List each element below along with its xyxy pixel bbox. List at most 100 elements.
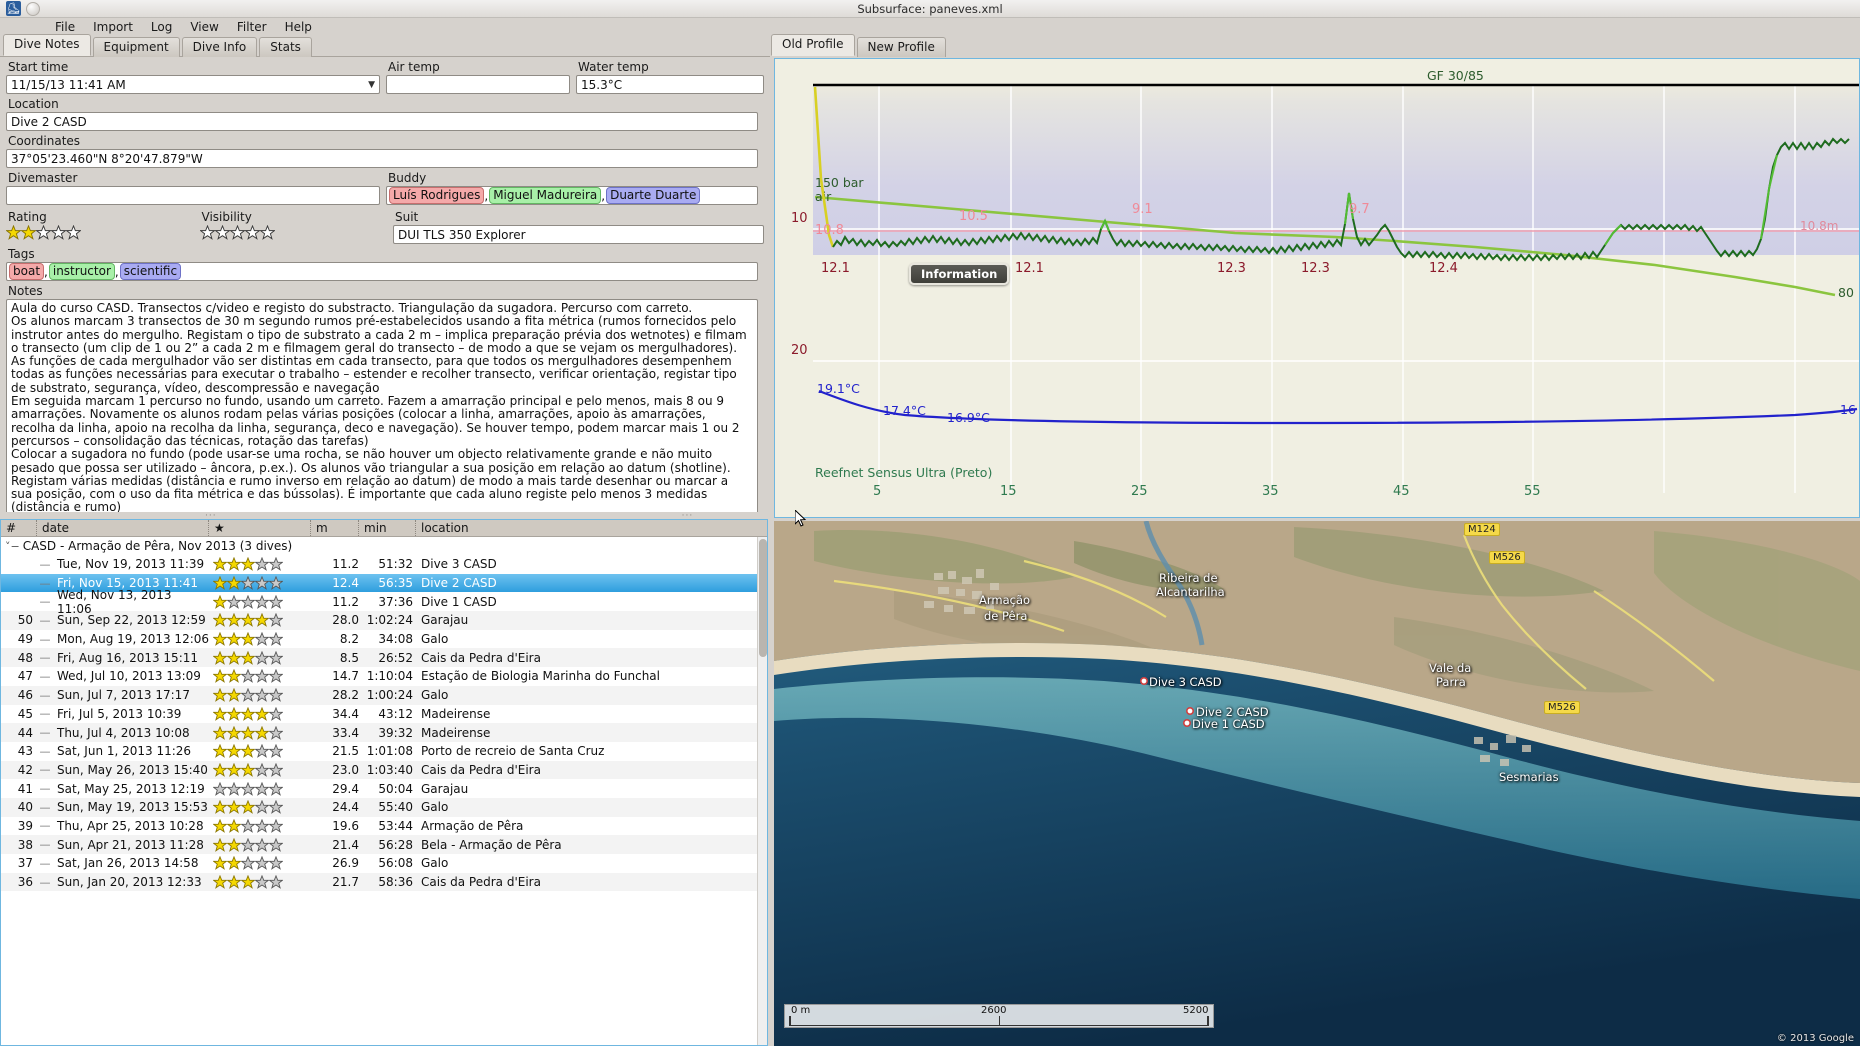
coordinates-input[interactable]: 37°05'23.460"N 8°20'47.879"W — [6, 149, 758, 168]
table-row[interactable]: 50 — Sun, Sep 22, 2013 12:59 28.0 1:02:24 Gar… — [1, 611, 767, 630]
tab-equipment[interactable]: Equipment — [92, 37, 180, 57]
information-button[interactable]: Information — [909, 263, 1010, 285]
map-attribution: © 2013 Google — [1776, 1033, 1854, 1044]
dive-list-header: # date ★ m min location — [1, 520, 767, 537]
table-row[interactable]: 39 — Thu, Apr 25, 2013 10:28 19.6 53:44 Armaç… — [1, 817, 767, 836]
tags-label: Tags — [8, 247, 35, 261]
table-row[interactable]: 47 — Wed, Jul 10, 2013 13:09 14.7 1:10:04 Est… — [1, 667, 767, 686]
column-header-rating[interactable]: ★ — [209, 520, 311, 536]
star-icon — [227, 632, 241, 646]
table-row[interactable]: 37 — Sat, Jan 26, 2013 14:58 26.9 56:08 Galo — [1, 854, 767, 873]
table-row[interactable]: — Tue, Nov 19, 2013 11:39 11.2 51:32 Dive 3 … — [1, 555, 767, 574]
column-header-duration[interactable]: min — [359, 520, 416, 536]
coordinates-label: Coordinates — [8, 134, 81, 148]
star-icon — [227, 800, 241, 815]
table-row[interactable]: — Fri, Nov 15, 2013 11:41 12.4 56:35 Dive 2 … — [1, 573, 767, 593]
menu-import[interactable]: Import — [93, 20, 133, 34]
table-row[interactable]: 40 — Sun, May 19, 2013 15:53 24.4 55:40 Galo — [1, 797, 767, 817]
star-icon[interactable] — [66, 225, 81, 240]
star-icon — [269, 706, 283, 721]
menu-file[interactable]: File — [55, 20, 76, 34]
water-temp-input[interactable]: 15.3°C — [576, 75, 764, 94]
notes-textarea[interactable]: Aula do curso CASD. Transectos c/video e… — [6, 299, 758, 521]
star-icon — [227, 688, 241, 702]
dive-number: 42 — [17, 762, 33, 777]
expand-collapse-icon[interactable]: ˅− — [5, 539, 20, 553]
star-icon — [213, 576, 227, 590]
column-header-number[interactable]: # — [1, 520, 37, 536]
table-row[interactable]: 49 — Mon, Aug 19, 2013 12:06 8.2 34:08 Galo — [1, 630, 767, 649]
star-icon[interactable] — [199, 225, 215, 240]
star-icon — [269, 688, 283, 702]
tags-input[interactable]: boat, instructor, scientific — [6, 262, 758, 281]
table-row[interactable]: 48 — Fri, Aug 16, 2013 15:11 8.5 26:52 Cais d… — [1, 648, 767, 668]
tag-pill-0[interactable]: boat — [9, 263, 45, 280]
menu-filter[interactable]: Filter — [236, 20, 267, 34]
column-header-depth[interactable]: m — [311, 520, 359, 536]
chevron-down-icon[interactable]: ▼ — [368, 79, 375, 90]
star-icon[interactable] — [21, 225, 36, 240]
dive-location: Galo — [421, 688, 449, 703]
gf-label: GF 30/85 — [1427, 68, 1484, 83]
map-place-label: de Pêra — [984, 609, 1028, 623]
table-row[interactable]: — Wed, Nov 13, 2013 11:06 11.2 37:36 Dive 1 … — [1, 588, 767, 616]
tag-pill-2[interactable]: scientific — [119, 263, 182, 280]
visibility-stars[interactable] — [199, 225, 388, 240]
rating-stars[interactable] — [6, 225, 194, 240]
suit-input[interactable]: DUI TLS 350 Explorer — [393, 225, 764, 244]
tab-old-profile[interactable]: Old Profile — [771, 34, 855, 56]
dive-rating — [209, 800, 311, 815]
dive-rating — [209, 613, 311, 628]
tree-branch-icon: — — [39, 856, 51, 870]
star-icon[interactable] — [6, 225, 21, 240]
column-header-date[interactable]: date — [37, 520, 209, 536]
dive-list-scrollbar[interactable] — [757, 537, 767, 1045]
air-temp-input[interactable] — [386, 75, 570, 94]
dive-number: 36 — [17, 875, 33, 890]
star-icon[interactable] — [51, 225, 66, 240]
tab-dive-notes[interactable]: Dive Notes — [3, 34, 91, 56]
dive-list[interactable]: # date ★ m min location ˅− CASD - Armaçã… — [0, 519, 768, 1046]
star-icon[interactable] — [244, 225, 260, 240]
tab-stats[interactable]: Stats — [259, 37, 312, 57]
table-row[interactable]: 42 — Sun, May 26, 2013 15:40 23.0 1:03:40 Cai… — [1, 760, 767, 780]
dive-duration: 55:40 — [378, 800, 413, 815]
tab-new-profile[interactable]: New Profile — [856, 37, 946, 57]
dive-date: Sun, Jan 20, 2013 12:33 — [57, 875, 202, 890]
table-row[interactable]: 38 — Sun, Apr 21, 2013 11:28 21.4 56:28 Bela … — [1, 835, 767, 854]
dive-trip-label: CASD - Armação de Pêra, Nov 2013 (3 dive… — [22, 539, 293, 553]
x-tick-35: 35 — [1262, 484, 1279, 499]
dive-list-scroll-thumb[interactable] — [759, 539, 767, 657]
star-icon[interactable] — [214, 225, 230, 240]
table-row[interactable]: 41 — Sat, May 25, 2013 12:19 29.4 50:04 Garaj… — [1, 779, 767, 798]
tab-dive-info[interactable]: Dive Info — [181, 37, 258, 57]
menu-help[interactable]: Help — [284, 20, 312, 34]
table-row[interactable]: 44 — Thu, Jul 4, 2013 10:08 33.4 39:32 Madeir… — [1, 723, 767, 742]
dive-site-map[interactable]: Armação de Pêra Ribeira de Alcantarilha Vale… — [774, 521, 1860, 1046]
table-row[interactable]: 43 — Sat, Jun 1, 2013 11:26 21.5 1:01:08 Port… — [1, 742, 767, 761]
star-icon[interactable] — [229, 225, 245, 240]
column-header-location[interactable]: location — [421, 521, 469, 535]
suit-label: Suit — [395, 210, 419, 224]
dive-profile-chart[interactable]: GF 30/85 10.8m 10 20 150 bar air 80 — [774, 58, 1860, 518]
start-time-input[interactable]: 11/15/13 11:41 AM ▼ — [6, 75, 380, 94]
star-icon[interactable] — [36, 225, 51, 240]
table-row[interactable]: 46 — Sun, Jul 7, 2013 17:17 28.2 1:00:24 Galo — [1, 685, 767, 705]
location-input[interactable]: Dive 2 CASD — [6, 112, 758, 131]
dive-trip-group-row[interactable]: ˅− CASD - Armação de Pêra, Nov 2013 (3 d… — [1, 537, 767, 555]
buddy-pill-0[interactable]: Luís Rodrigues — [389, 187, 485, 204]
table-row[interactable]: 45 — Fri, Jul 5, 2013 10:39 34.4 43:12 Madeir… — [1, 705, 767, 724]
map-place-label: Sesmarias — [1499, 770, 1559, 784]
buddy-pill-2[interactable]: Duarte Duarte — [606, 187, 701, 204]
star-icon — [227, 725, 241, 740]
divemaster-input[interactable] — [6, 186, 380, 205]
star-icon[interactable] — [259, 225, 275, 240]
tag-pill-1[interactable]: instructor — [48, 263, 115, 280]
menu-log[interactable]: Log — [150, 20, 173, 34]
depth-series-highlight — [1100, 154, 1778, 246]
buddy-input[interactable]: Luís Rodrigues, Miguel Madureira, Duarte D… — [386, 186, 758, 205]
buddy-pill-1[interactable]: Miguel Madureira — [489, 187, 602, 204]
table-row[interactable]: 36 — Sun, Jan 20, 2013 12:33 21.7 58:36 Cais … — [1, 872, 767, 892]
menu-view[interactable]: View — [190, 20, 219, 34]
mouse-cursor-icon — [795, 510, 807, 527]
